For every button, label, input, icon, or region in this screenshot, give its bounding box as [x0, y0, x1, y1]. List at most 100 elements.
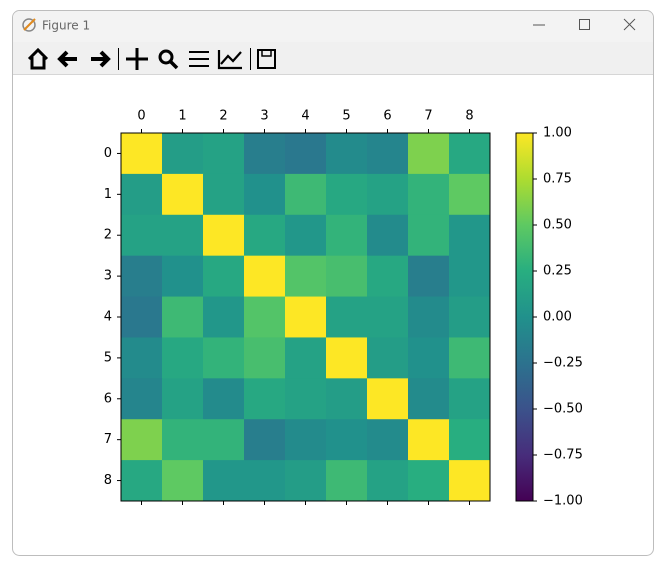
window-title: Figure 1	[42, 19, 90, 33]
heatmap-cell	[367, 133, 409, 175]
heatmap-cell	[244, 255, 286, 298]
heatmap-cell	[121, 214, 163, 257]
x-tick-label: 1	[178, 109, 186, 124]
y-tick-label: 8	[104, 473, 112, 488]
heatmap-cell	[408, 337, 450, 379]
close-button[interactable]	[623, 18, 636, 31]
maximize-button[interactable]	[579, 19, 590, 30]
heatmap-cell	[162, 337, 204, 379]
pan-button[interactable]	[126, 48, 148, 70]
heatmap-cell	[121, 378, 163, 420]
colorbar-tick-label: 0.00	[543, 310, 572, 325]
heatmap-cell	[244, 419, 286, 461]
colorbar-tick-label: 0.25	[543, 264, 572, 279]
heatmap-cell	[408, 214, 450, 257]
heatmap-cell	[285, 460, 327, 502]
heatmap-cell	[121, 173, 163, 216]
heatmap-cell	[203, 337, 245, 379]
x-tick-label: 8	[465, 109, 473, 124]
x-tick-label: 4	[301, 109, 309, 124]
heatmap-cell	[408, 460, 450, 502]
save-icon-detail	[261, 49, 272, 57]
heatmap-cell	[203, 173, 245, 216]
y-tick-label: 5	[104, 350, 112, 365]
x-tick-label: 7	[424, 109, 432, 124]
heatmap-cell	[367, 214, 409, 257]
heatmap-cell	[285, 214, 327, 257]
heatmap-cell	[326, 296, 368, 338]
heatmap-cell	[367, 337, 409, 379]
heatmap-cell	[408, 296, 450, 338]
colorbar-tick-label: 0.50	[543, 218, 572, 233]
heatmap-cell	[121, 337, 163, 379]
heatmap-cell	[121, 419, 163, 461]
heatmap-cell	[285, 133, 327, 175]
heatmap-cell	[244, 460, 286, 502]
heatmap-cell	[449, 214, 491, 257]
heatmap-cell	[121, 133, 163, 175]
heatmap-cell	[203, 378, 245, 420]
colorbar-tick-label: 1.00	[543, 126, 572, 141]
edit-button[interactable]	[217, 50, 242, 70]
heatmap-cell	[285, 378, 327, 420]
heatmap-cell	[449, 255, 491, 298]
heatmap-cell	[285, 337, 327, 379]
plot: 0 1 2 3 4 5 6 7 8 0 1 2 3 4 5 6 7 8 1.00 0.75 0.50 0.25 0.00 −0…	[104, 109, 583, 509]
zoom-button[interactable]	[158, 49, 174, 65]
heatmap-cell	[162, 173, 204, 216]
y-tick-label: 2	[104, 228, 112, 243]
heatmap-cell	[408, 173, 450, 216]
colorbar-tick-label: 0.75	[543, 172, 572, 187]
heatmap-cell	[203, 419, 245, 461]
heatmap-cell	[408, 378, 450, 420]
heatmap-cell	[285, 419, 327, 461]
home-button[interactable]	[27, 47, 49, 70]
heatmap-cell	[449, 419, 491, 461]
heatmap-cell	[121, 460, 163, 502]
heatmap-cell	[162, 255, 204, 298]
heatmap-cell	[285, 255, 327, 298]
toolbar-icons	[27, 47, 276, 70]
heatmap-cell	[367, 296, 409, 338]
heatmap-cell	[326, 214, 368, 257]
heatmap-cell	[408, 255, 450, 298]
heatmap-cell	[326, 255, 368, 298]
heatmap-cell	[244, 378, 286, 420]
heatmap-cell	[244, 337, 286, 379]
heatmap-cell	[449, 173, 491, 216]
heatmap-cell	[162, 214, 204, 257]
heatmap-cell	[367, 460, 409, 502]
y-tick-label: 7	[104, 432, 112, 447]
heatmap-cell	[326, 133, 368, 175]
x-tick-label: 3	[260, 109, 268, 124]
heatmap-cell	[203, 133, 245, 175]
heatmap-cell	[121, 296, 163, 338]
back-button[interactable]	[57, 50, 77, 68]
heatmap-cell	[203, 214, 245, 257]
zoom-handle	[168, 59, 179, 70]
heatmap-cell	[244, 296, 286, 338]
heatmap-cell	[408, 419, 450, 461]
heatmap-cell	[326, 378, 368, 420]
heatmap-cell	[367, 173, 409, 216]
colorbar-tick-label: −1.00	[543, 494, 583, 509]
heatmap-cell	[367, 255, 409, 298]
y-tick-label: 1	[104, 187, 112, 202]
heatmap-cell	[449, 133, 491, 175]
configure-button[interactable]	[189, 51, 209, 67]
heatmap-cell	[162, 460, 204, 502]
heatmap-cell	[285, 173, 327, 216]
x-tick-label: 5	[342, 109, 350, 124]
heatmap-cell	[203, 460, 245, 502]
colorbar-tick-label: −0.50	[543, 402, 583, 417]
colorbar-tick-label: −0.75	[543, 448, 583, 463]
heatmap-cell	[449, 296, 491, 338]
forward-button[interactable]	[91, 50, 111, 68]
heatmap-cell	[408, 133, 450, 175]
heatmap-cell	[285, 296, 327, 338]
heatmap-cell	[449, 337, 491, 379]
heatmap-cell	[326, 419, 368, 461]
y-tick-label: 3	[104, 269, 112, 284]
toolbar	[13, 42, 653, 75]
